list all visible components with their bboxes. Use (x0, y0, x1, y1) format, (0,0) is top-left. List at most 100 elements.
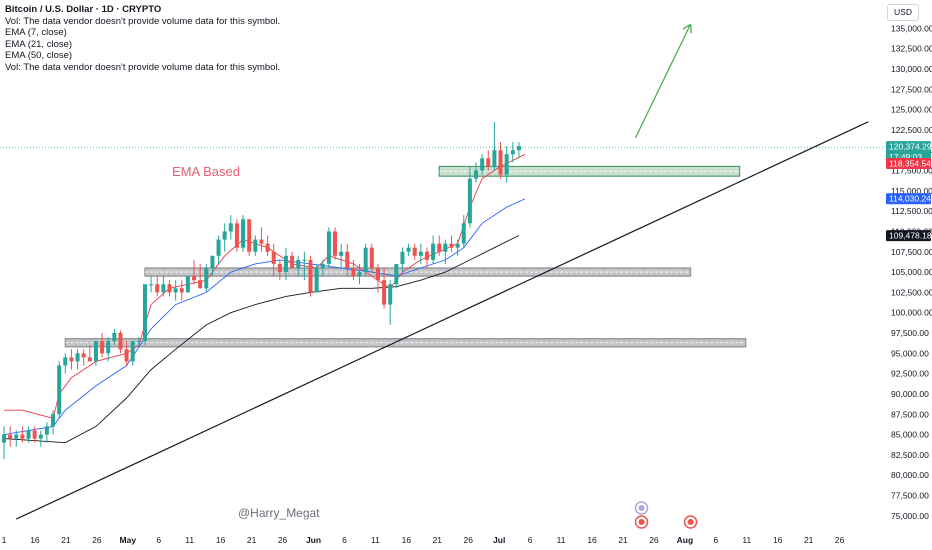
candle-body (467, 178, 472, 224)
candle (149, 276, 154, 293)
candle (492, 121, 497, 171)
candle (437, 235, 442, 256)
candle-body (265, 243, 270, 252)
candle (222, 223, 227, 252)
price-axis-label: 107,500.00 (891, 247, 932, 257)
ema21-legend[interactable]: EMA (21, close) (5, 38, 73, 50)
ema50-line (3, 235, 520, 444)
chart-legend: Bitcoin / U.S. Dollar · 1D · CRYPTO Vol:… (5, 4, 280, 74)
candle-body (455, 243, 460, 248)
candle (467, 166, 472, 228)
price-axis-label: 85,000.00 (891, 430, 929, 440)
event-icon-dot (638, 505, 645, 511)
time-axis-label: 21 (618, 535, 628, 545)
candle (382, 268, 387, 309)
candle (320, 259, 325, 277)
candle-body (461, 223, 466, 244)
ema7-legend[interactable]: EMA (7, close) (5, 27, 67, 39)
candle-body (161, 284, 166, 293)
candle-body (57, 365, 62, 415)
candle (167, 280, 172, 297)
candle-body (277, 263, 282, 273)
candle (351, 259, 356, 281)
ascending-trendline (16, 121, 869, 520)
price-axis-label: 92,500.00 (891, 369, 929, 379)
candle-body (474, 170, 479, 179)
volume-note-1: Vol: The data vendor doesn't provide vol… (5, 15, 281, 27)
candle (93, 341, 98, 366)
candle (363, 243, 368, 277)
candle (192, 259, 197, 285)
candle-body (382, 280, 387, 305)
symbol-title[interactable]: Bitcoin / U.S. Dollar · 1D · CRYPTO (5, 4, 162, 15)
candle-body (14, 434, 19, 439)
candle-body (406, 247, 411, 252)
candle (474, 162, 479, 183)
candle (406, 243, 411, 256)
time-axis-label: Jun (306, 535, 321, 545)
candle-body (93, 341, 98, 362)
candle-body (222, 231, 227, 240)
time-axis-label: 6 (342, 535, 347, 545)
candle (241, 215, 246, 252)
time-axis-label: Aug (677, 535, 694, 545)
candle (155, 276, 160, 297)
candle (461, 215, 466, 248)
candle (106, 337, 111, 362)
candle-body (418, 251, 423, 256)
candle (486, 150, 491, 171)
candle-body (124, 349, 129, 362)
candle-body (241, 219, 246, 248)
ema7-line (4, 153, 526, 419)
candle-body (400, 251, 405, 264)
time-axis-label: 26 (464, 535, 474, 545)
time-axis-label: 11 (371, 535, 380, 545)
candle (32, 426, 37, 443)
candle-body (339, 251, 344, 256)
candle (504, 146, 509, 183)
candle (296, 255, 301, 277)
price-axis-label: 122,500.00 (891, 125, 932, 135)
candle-body (320, 263, 325, 268)
candle-body (142, 284, 147, 342)
candle (345, 243, 350, 277)
ema50-legend[interactable]: EMA (50, close) (5, 50, 73, 62)
price-axis-label: 117,500.00 (891, 166, 932, 176)
candle (173, 280, 178, 301)
event-icon (634, 515, 649, 529)
price-axis-label: 105,000.00 (891, 267, 932, 277)
time-axis-label: 26 (278, 535, 288, 545)
candle (44, 422, 49, 443)
candle (510, 142, 515, 163)
event-icon-dot (638, 519, 645, 525)
candle (136, 337, 141, 346)
candle-body (63, 357, 68, 366)
candle-body (498, 150, 503, 175)
projection-arrow-head (689, 24, 693, 34)
time-axis-label: 6 (713, 535, 718, 545)
price-axis-label: 127,500.00 (891, 84, 932, 94)
candle-body (480, 158, 485, 171)
candle (388, 280, 393, 325)
candle-body (302, 259, 307, 261)
candle (375, 263, 380, 293)
candle (210, 255, 215, 277)
candle (204, 263, 209, 293)
currency-selector[interactable]: USD (887, 4, 919, 21)
price-tag: 114,030.24 (886, 193, 931, 205)
candle-body (69, 357, 74, 362)
candle (431, 235, 436, 264)
candle (130, 341, 135, 366)
time-axis-label: 21 (247, 535, 257, 545)
candle-body (510, 150, 515, 155)
candle (412, 243, 417, 260)
candle-body (8, 434, 13, 439)
volume-note-2: Vol: The data vendor doesn't provide vol… (5, 61, 281, 73)
candle (234, 219, 239, 252)
candle (100, 333, 105, 358)
candle-body (106, 341, 111, 354)
price-tag-bg (886, 230, 931, 242)
candle-body (216, 239, 221, 256)
price-axis-label: 125,000.00 (891, 105, 932, 115)
